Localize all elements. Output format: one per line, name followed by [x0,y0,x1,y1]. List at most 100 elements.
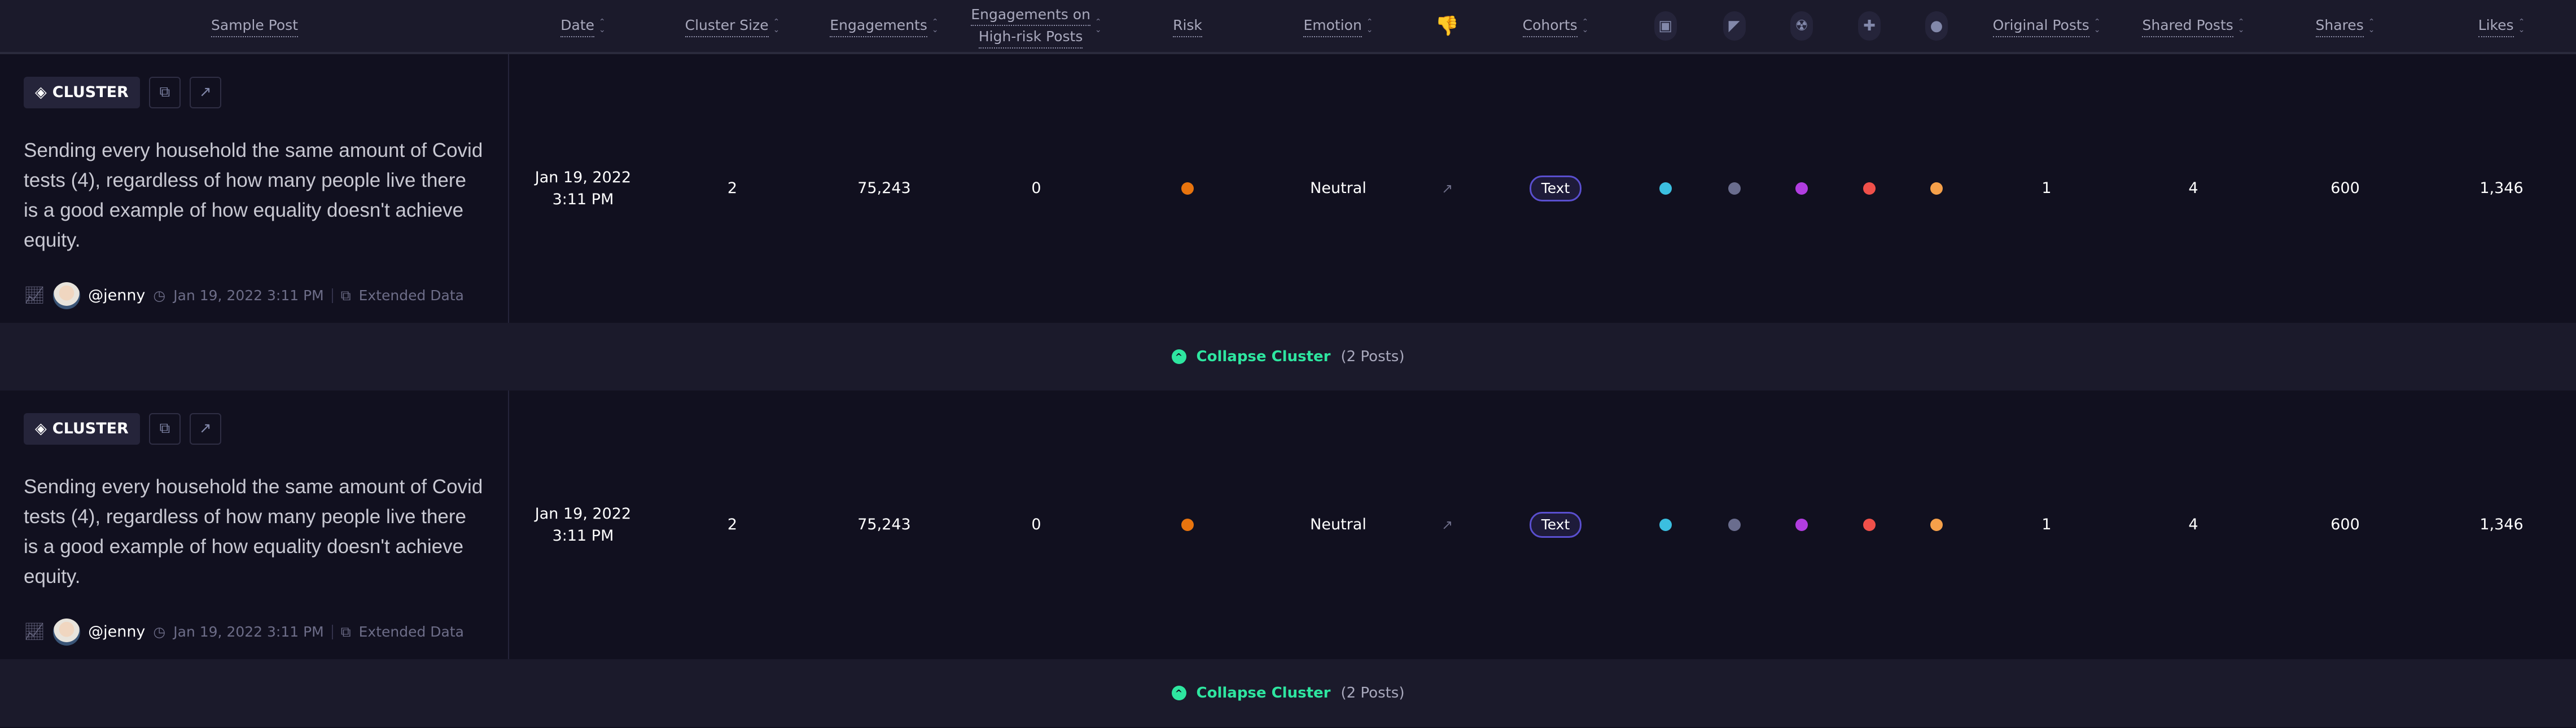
col-date[interactable]: Date ⌃ ⌄ [509,0,657,52]
target-indicator [1863,519,1876,531]
reaction-cell[interactable]: ↗ [1413,54,1481,323]
table-row[interactable]: ◈ CLUSTER ⧉ ↗ Sending every household the… [0,391,2576,659]
user-circle-icon: ● [1925,11,1948,41]
post-text: Sending every household the same amount … [24,476,483,587]
extended-data-link[interactable]: Extended Data [358,287,464,304]
shared-posts-cell: 4 [2188,179,2198,198]
col-likes[interactable]: Likes ⌃ ⌄ [2427,0,2576,52]
table-header: Sample Post Date ⌃ ⌄ Cluster Size ⌃ ⌄ Engage… [0,0,2576,54]
chevron-up-icon: ^ [1171,349,1186,364]
post-timestamp: Jan 19, 2022 3:11 PM [173,623,324,640]
robot-icon: ▣ [1654,11,1677,41]
cluster-badge[interactable]: ◈ CLUSTER [24,413,140,445]
engagements-cell: 75,243 [857,179,911,198]
col-shares[interactable]: Shares ⌃ ⌄ [2263,0,2427,52]
sample-post-cell: ◈ CLUSTER ⧉ ↗ Sending every household the… [0,54,509,323]
risk-indicator [1181,519,1194,531]
cluster-size-cell: 2 [727,179,738,198]
copy-button[interactable]: ⧉ [148,413,181,445]
sort-icon[interactable]: ⌃ ⌄ [2518,17,2525,34]
post-timestamp: Jan 19, 2022 3:11 PM [173,287,324,304]
cohorts-cell: Text [1481,391,1630,659]
col-engagements[interactable]: Engagements ⌃ ⌄ [808,0,961,52]
sort-icon[interactable]: ⌃ ⌄ [1094,17,1102,34]
sort-icon[interactable]: ⌃ ⌄ [2368,17,2375,34]
sort-icon[interactable]: ⌃ ⌄ [2093,17,2101,34]
sort-icon[interactable]: ⌃ ⌄ [599,17,606,34]
external-link-icon[interactable]: ↗ [1441,516,1453,533]
original-posts-cell: 1 [2041,179,2052,198]
post-text: Sending every household the same amount … [24,139,483,251]
col-sample-post[interactable]: Sample Post [0,0,509,52]
sort-icon[interactable]: ⌃ ⌄ [1581,17,1589,34]
cluster-size-cell: 2 [727,516,738,534]
collapse-cluster-button[interactable]: ^ Collapse Cluster (2 Posts) [0,323,2576,391]
layers-icon: ◈ [35,420,47,438]
cohort-tag[interactable]: Text [1529,511,1582,538]
high-risk-cell: 0 [1031,516,1041,534]
col-original-posts[interactable]: Original Posts ⌃ ⌄ [1970,0,2123,52]
cohorts-cell: Text [1481,54,1630,323]
copy-icon: ⧉ [159,84,170,101]
sample-post-cell: ◈ CLUSTER ⧉ ↗ Sending every household the… [0,391,509,659]
toxic-indicator [1795,182,1808,195]
sort-icon[interactable]: ⌃ ⌄ [1366,17,1373,34]
avatar [53,282,81,309]
open-external-button[interactable]: ↗ [189,77,221,108]
megaphone-icon: ◤ [1723,11,1746,41]
username[interactable]: @jenny [88,287,146,305]
collapse-cluster-button[interactable]: ^ Collapse Cluster (2 Posts) [0,659,2576,727]
col-user[interactable]: ● [1903,0,1970,52]
radiation-icon: ☢ [1790,11,1813,41]
extended-data-icon: ⧉ [340,623,351,640]
crosshair-icon: ✚ [1858,11,1881,41]
chart-icon[interactable]: 📈︎ [24,622,46,642]
col-promo[interactable]: ◤ [1701,0,1768,52]
col-toxic[interactable]: ☢ [1768,0,1835,52]
open-external-button[interactable]: ↗ [189,413,221,445]
extended-data-link[interactable]: Extended Data [358,623,464,640]
emotion-cell: Neutral [1310,179,1366,198]
user-indicator [1930,519,1943,531]
col-reaction[interactable]: 👎 [1413,0,1481,52]
divider [331,288,333,303]
user-indicator [1930,182,1943,195]
bot-indicator [1659,182,1672,195]
promo-indicator [1728,519,1741,531]
likes-cell: 1,346 [2479,516,2524,534]
copy-button[interactable]: ⧉ [148,77,181,108]
cohort-tag[interactable]: Text [1529,175,1582,202]
reaction-cell[interactable]: ↗ [1413,391,1481,659]
col-risk[interactable]: Risk [1112,0,1263,52]
toxic-indicator [1795,519,1808,531]
col-cluster-size[interactable]: Cluster Size ⌃ ⌄ [657,0,808,52]
col-bot[interactable]: ▣ [1630,0,1701,52]
col-high-risk[interactable]: Engagements on High-risk Posts ⌃ ⌄ [961,0,1112,52]
chart-icon[interactable]: 📈︎ [24,286,46,306]
external-link-icon: ↗ [199,420,212,437]
sort-icon[interactable]: ⌃ ⌄ [931,17,939,34]
emotion-cell: Neutral [1310,516,1366,534]
col-shared-posts[interactable]: Shared Posts ⌃ ⌄ [2123,0,2263,52]
table-row[interactable]: ◈ CLUSTER ⧉ ↗ Sending every household the… [0,54,2576,323]
shares-cell: 600 [2330,516,2360,534]
cluster-badge[interactable]: ◈ CLUSTER [24,77,140,108]
username[interactable]: @jenny [88,623,146,641]
risk-cell [1112,391,1263,659]
risk-cell [1112,54,1263,323]
likes-cell: 1,346 [2479,179,2524,198]
col-emotion[interactable]: Emotion ⌃ ⌄ [1263,0,1413,52]
sort-icon[interactable]: ⌃ ⌄ [2237,17,2245,34]
divider [331,625,333,639]
sort-icon[interactable]: ⌃ ⌄ [773,17,780,34]
risk-indicator [1181,182,1194,195]
engagements-cell: 75,243 [857,516,911,534]
col-cohorts[interactable]: Cohorts ⌃ ⌄ [1481,0,1630,52]
chevron-up-icon: ^ [1171,686,1186,700]
shared-posts-cell: 4 [2188,516,2198,534]
layers-icon: ◈ [35,84,47,102]
external-link-icon[interactable]: ↗ [1441,180,1453,196]
col-target[interactable]: ✚ [1835,0,1903,52]
date-cell: Jan 19, 2022 3:11 PM [535,505,632,545]
clock-icon: ◷ [153,623,166,640]
